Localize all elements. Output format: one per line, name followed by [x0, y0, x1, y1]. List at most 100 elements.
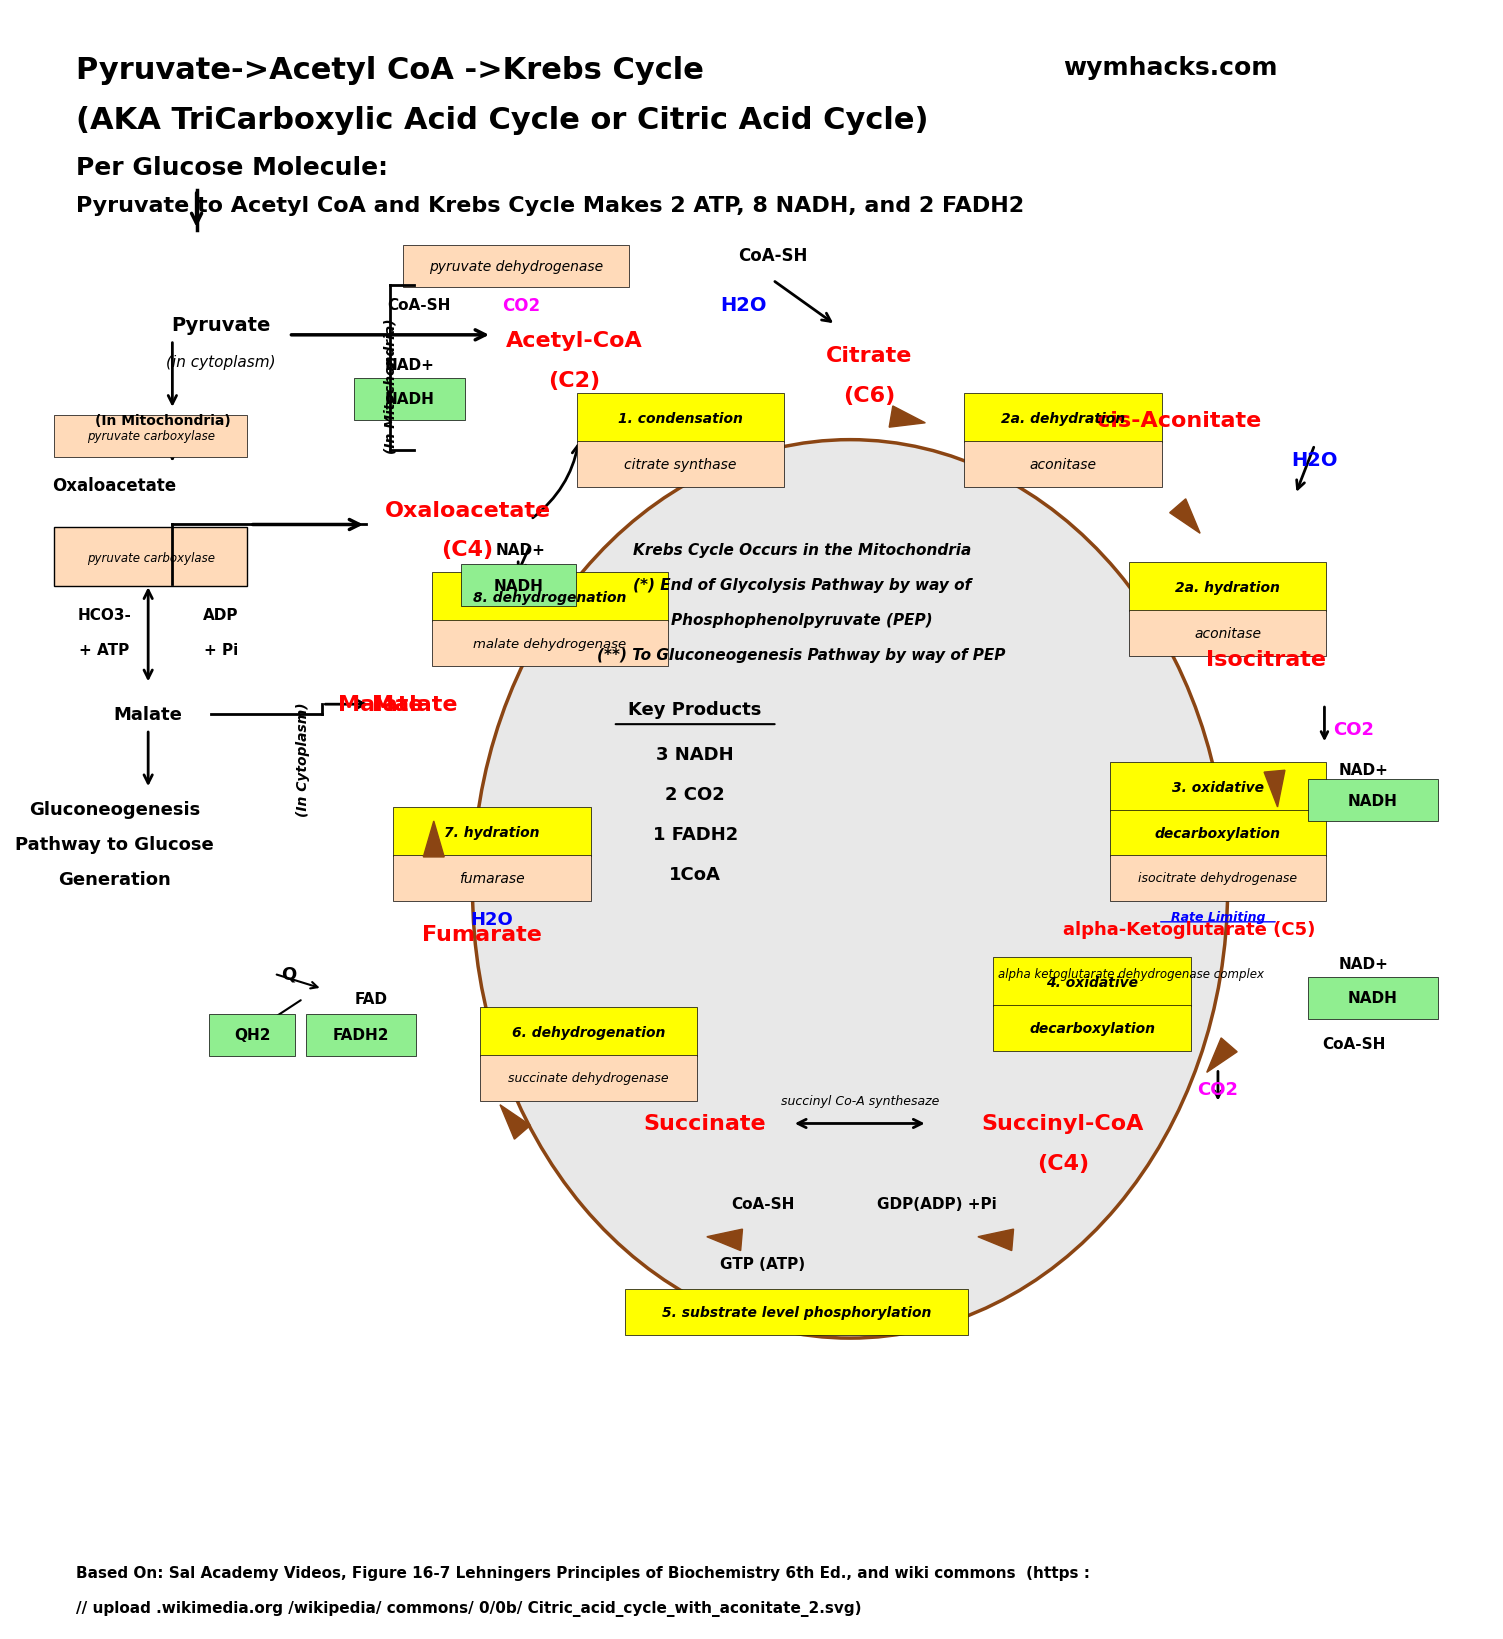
Text: decarboxylation: decarboxylation: [1154, 826, 1281, 841]
Text: NADH: NADH: [1348, 793, 1398, 808]
Text: Based On: Sal Academy Videos, Figure 16-7 Lehningers Principles of Biochemistry : Based On: Sal Academy Videos, Figure 16-…: [75, 1565, 1090, 1580]
Text: Succinate: Succinate: [643, 1115, 767, 1134]
Text: + ATP: + ATP: [80, 642, 129, 657]
Text: Oxaloacetate: Oxaloacetate: [53, 477, 176, 495]
Text: Malate: Malate: [114, 706, 182, 724]
Text: (AKA TriCarboxylic Acid Cycle or Citric Acid Cycle): (AKA TriCarboxylic Acid Cycle or Citric …: [75, 107, 927, 134]
Polygon shape: [500, 1105, 531, 1139]
Text: Pyruvate to Acetyl CoA and Krebs Cycle Makes 2 ATP, 8 NADH, and 2 FADH2: Pyruvate to Acetyl CoA and Krebs Cycle M…: [75, 197, 1024, 216]
Text: NAD+: NAD+: [385, 357, 434, 374]
FancyBboxPatch shape: [1109, 811, 1326, 857]
FancyBboxPatch shape: [394, 808, 591, 857]
Text: Generation: Generation: [59, 870, 171, 888]
Text: (In Cytoplasm): (In Cytoplasm): [296, 703, 310, 816]
Text: aconitase: aconitase: [1193, 628, 1261, 641]
FancyBboxPatch shape: [307, 1015, 416, 1056]
FancyBboxPatch shape: [577, 393, 785, 443]
Text: CoA-SH: CoA-SH: [388, 298, 451, 313]
Text: NADH: NADH: [385, 392, 434, 406]
FancyBboxPatch shape: [54, 415, 246, 457]
Text: Pathway to Glucose: Pathway to Glucose: [15, 836, 213, 854]
Text: Isocitrate: Isocitrate: [1207, 651, 1326, 670]
Text: (*) End of Glycolysis Pathway by way of: (*) End of Glycolysis Pathway by way of: [633, 577, 971, 593]
Polygon shape: [1264, 770, 1285, 808]
Text: Pyruvate->Acetyl CoA ->Krebs Cycle: Pyruvate->Acetyl CoA ->Krebs Cycle: [75, 56, 703, 85]
FancyBboxPatch shape: [1109, 762, 1326, 811]
FancyBboxPatch shape: [431, 574, 667, 621]
Polygon shape: [1169, 500, 1199, 534]
Polygon shape: [706, 1229, 742, 1251]
Text: 1 FADH2: 1 FADH2: [652, 826, 738, 844]
Text: Citrate: Citrate: [827, 346, 912, 365]
FancyBboxPatch shape: [54, 528, 246, 587]
Text: (C2): (C2): [549, 370, 600, 390]
Text: Succinyl-CoA: Succinyl-CoA: [981, 1115, 1144, 1134]
Text: CO2: CO2: [1333, 721, 1374, 739]
Text: alpha ketoglutarate dehydrogenase complex: alpha ketoglutarate dehydrogenase comple…: [998, 967, 1264, 980]
Text: CO2: CO2: [1198, 1080, 1238, 1098]
Text: NAD+: NAD+: [1339, 957, 1389, 972]
FancyBboxPatch shape: [209, 1015, 295, 1056]
FancyBboxPatch shape: [481, 1006, 697, 1056]
Text: 3. oxidative: 3. oxidative: [1172, 780, 1264, 795]
Text: 6. dehydrogenation: 6. dehydrogenation: [513, 1024, 666, 1039]
Text: malate dehydrogenase: malate dehydrogenase: [473, 638, 627, 651]
Text: 8. dehydrogenation: 8. dehydrogenation: [473, 592, 627, 605]
Text: 2a. hydration: 2a. hydration: [1175, 582, 1281, 595]
Text: (C6): (C6): [843, 385, 896, 405]
Polygon shape: [424, 821, 445, 857]
Text: Per Glucose Molecule:: Per Glucose Molecule:: [75, 156, 388, 180]
Text: 1CoA: 1CoA: [669, 865, 721, 883]
Text: Acetyl-CoA: Acetyl-CoA: [507, 331, 642, 351]
Text: Oxaloacetate: Oxaloacetate: [385, 500, 550, 520]
Text: + Pi: + Pi: [203, 642, 237, 657]
FancyBboxPatch shape: [1129, 564, 1326, 611]
Text: FAD: FAD: [355, 992, 388, 1006]
Text: H2O: H2O: [1291, 451, 1338, 470]
FancyBboxPatch shape: [1308, 780, 1438, 821]
Text: 5. substrate level phosphorylation: 5. substrate level phosphorylation: [663, 1305, 932, 1319]
Text: succinyl Co-A synthesaze: succinyl Co-A synthesaze: [780, 1095, 939, 1108]
FancyBboxPatch shape: [993, 957, 1190, 1006]
Text: aconitase: aconitase: [1030, 457, 1097, 472]
FancyBboxPatch shape: [993, 1005, 1190, 1051]
Polygon shape: [890, 406, 926, 428]
Text: Malate: Malate: [338, 695, 424, 715]
Text: (**) To Gluconeogenesis Pathway by way of PEP: (**) To Gluconeogenesis Pathway by way o…: [598, 647, 1006, 662]
FancyBboxPatch shape: [625, 1290, 968, 1336]
Text: (C4): (C4): [442, 541, 493, 561]
Text: CoA-SH: CoA-SH: [732, 1196, 795, 1211]
FancyBboxPatch shape: [461, 565, 576, 606]
Polygon shape: [1207, 1037, 1237, 1072]
Text: CoA-SH: CoA-SH: [1321, 1036, 1386, 1052]
Text: cis-Aconitate: cis-Aconitate: [1097, 410, 1261, 431]
Text: fumarase: fumarase: [458, 872, 525, 885]
Text: QH2: QH2: [234, 1028, 271, 1042]
FancyBboxPatch shape: [355, 379, 464, 421]
Text: Krebs Cycle Occurs in the Mitochondria: Krebs Cycle Occurs in the Mitochondria: [633, 543, 971, 557]
FancyBboxPatch shape: [965, 393, 1162, 443]
Text: decarboxylation: decarboxylation: [1030, 1021, 1156, 1034]
Text: Q: Q: [281, 965, 296, 983]
Text: 3 NADH: 3 NADH: [657, 746, 733, 764]
Text: alpha-Ketoglutarate (C5): alpha-Ketoglutarate (C5): [1063, 919, 1315, 938]
Text: FADH2: FADH2: [332, 1028, 389, 1042]
FancyBboxPatch shape: [965, 441, 1162, 487]
FancyBboxPatch shape: [577, 441, 785, 487]
Text: pyruvate dehydrogenase: pyruvate dehydrogenase: [428, 259, 603, 274]
Text: NAD+: NAD+: [496, 543, 546, 557]
Text: Malate: Malate: [371, 695, 457, 715]
Text: 7. hydration: 7. hydration: [443, 826, 540, 839]
Text: ADP: ADP: [203, 608, 239, 623]
Text: Pyruvate: Pyruvate: [171, 316, 271, 334]
Text: Phosphophenolpyruvate (PEP): Phosphophenolpyruvate (PEP): [670, 613, 932, 628]
Text: GDP(ADP) +Pi: GDP(ADP) +Pi: [878, 1196, 996, 1211]
Text: 2 CO2: 2 CO2: [666, 785, 724, 803]
FancyBboxPatch shape: [403, 246, 630, 288]
Text: H2O: H2O: [720, 297, 767, 315]
Text: (In Mitochondria): (In Mitochondria): [383, 318, 397, 454]
Text: CO2: CO2: [502, 297, 540, 315]
FancyBboxPatch shape: [1129, 611, 1326, 657]
Text: HCO3-: HCO3-: [78, 608, 132, 623]
Text: (C4): (C4): [1037, 1154, 1090, 1174]
